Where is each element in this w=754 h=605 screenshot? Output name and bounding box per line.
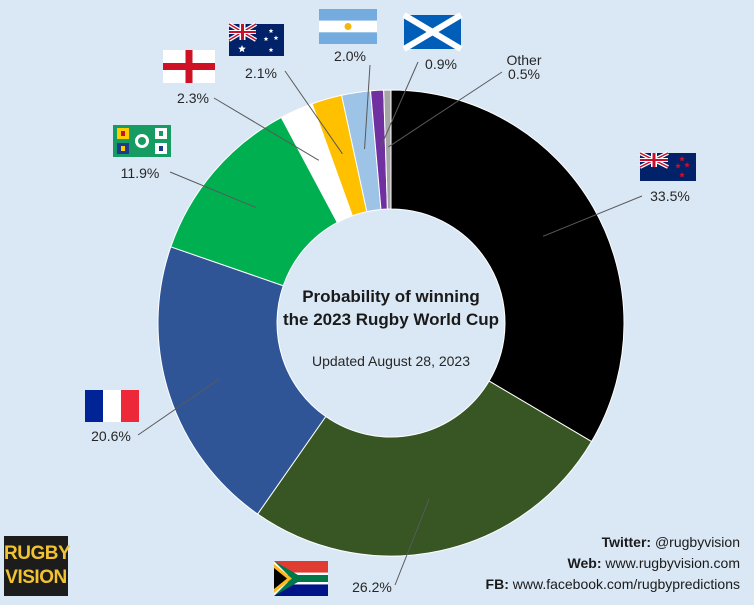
data-label-south-africa: 26.2%	[352, 579, 392, 595]
leader-line-south-africa	[394, 498, 430, 586]
data-label-france: 20.6%	[91, 428, 131, 444]
leader-line-new-zealand	[542, 195, 643, 237]
new-zealand-flag-icon	[639, 151, 696, 181]
ireland-rugby-flag-icon	[113, 125, 171, 157]
data-label-ireland: 11.9%	[121, 165, 160, 181]
data-label-australia: 2.1%	[245, 65, 277, 81]
data-label-new-zealand: 33.5%	[650, 188, 690, 204]
credit-twitter: Twitter: @rugbyvision	[601, 534, 740, 550]
leader-line-ireland	[169, 171, 256, 208]
logo-line-2: VISION	[5, 567, 67, 588]
leader-line-australia	[284, 70, 343, 155]
slice-south-africa	[256, 380, 593, 557]
logo-line-1: RUGBY	[4, 543, 71, 564]
leader-line-france	[137, 378, 221, 436]
slice-france	[157, 246, 327, 515]
south-africa-flag-icon	[274, 561, 328, 596]
slice-other	[383, 89, 392, 210]
leader-line-other	[387, 71, 503, 148]
leader-line-argentina	[364, 64, 371, 150]
chart-title-line-2: the 2023 Rugby World Cup	[283, 310, 499, 329]
england-flag-icon	[163, 50, 215, 83]
rugbyvision-logo: RUGBY VISION	[4, 536, 71, 596]
credits-block: Twitter: @rugbyvision Web: www.rugbyvisi…	[486, 532, 740, 595]
slice-new-zealand	[390, 89, 625, 443]
credit-web: Web: www.rugbyvision.com	[567, 555, 740, 571]
leader-line-scotland	[380, 61, 419, 148]
chart-title-line-1: Probability of winning	[302, 287, 480, 306]
australia-flag-icon	[227, 22, 284, 56]
data-label-other: 0.5%	[508, 66, 540, 82]
argentina-flag-icon	[319, 9, 377, 44]
data-label-england: 2.3%	[177, 90, 209, 106]
chart-subtitle: Updated August 28, 2023	[312, 353, 470, 369]
france-flag-icon	[85, 390, 139, 422]
credit-facebook: FB: www.facebook.com/rugbypredictions	[485, 576, 740, 592]
data-label-scotland: 0.9%	[425, 56, 457, 72]
data-label-argentina: 2.0%	[334, 48, 366, 64]
category-label-other: Other	[506, 52, 541, 68]
scotland-flag-icon	[402, 12, 463, 52]
leader-line-england	[213, 97, 320, 161]
